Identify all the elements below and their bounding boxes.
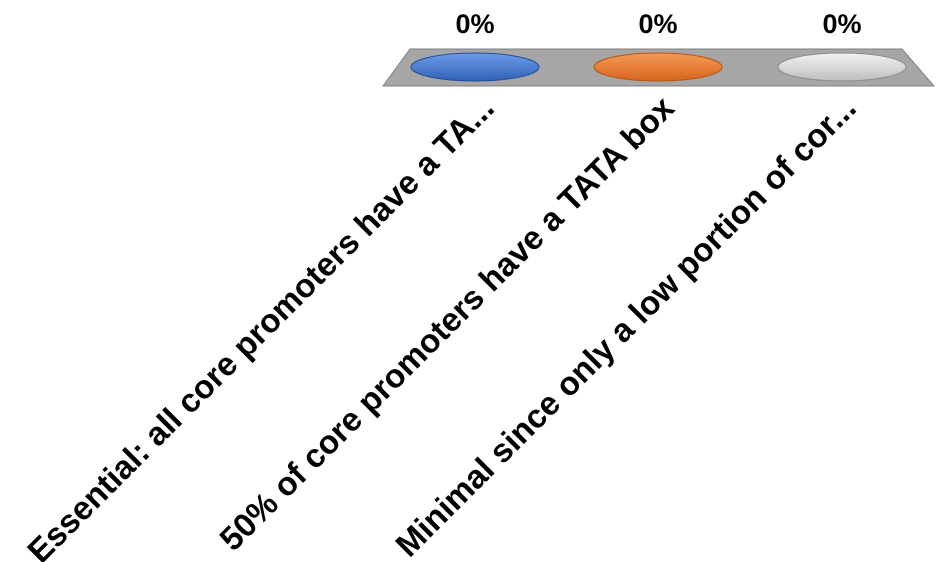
bar-3 xyxy=(777,52,907,82)
value-label-2: 0% xyxy=(638,9,677,39)
value-label-1: 0% xyxy=(455,9,494,39)
bar-1 xyxy=(410,52,540,82)
value-label-3: 0% xyxy=(822,9,861,39)
bar-2 xyxy=(593,52,723,82)
